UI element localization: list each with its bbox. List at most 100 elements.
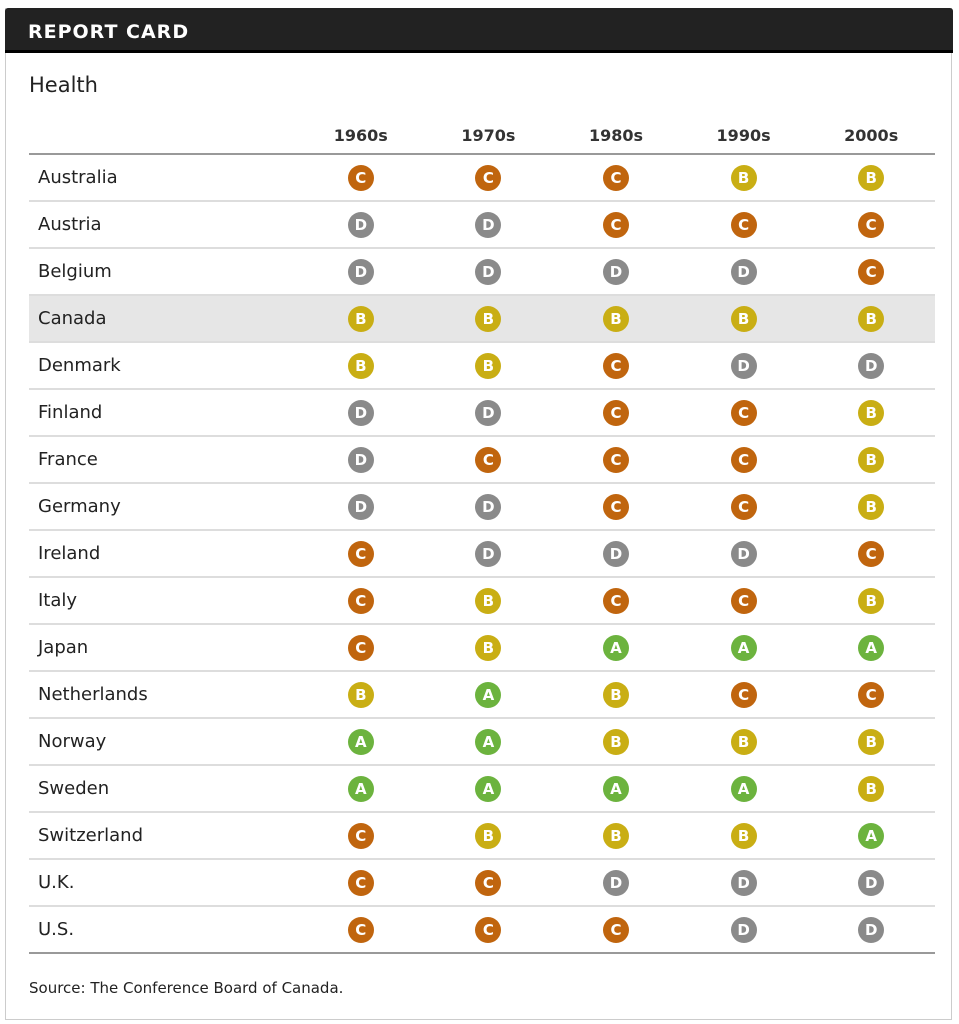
table-row: Ireland C D D D C bbox=[29, 530, 935, 578]
grade-cell: D bbox=[424, 483, 553, 531]
table-row: Netherlands B A B C C bbox=[29, 671, 935, 719]
grade-cell: D bbox=[297, 389, 425, 437]
country-column-header bbox=[29, 117, 297, 155]
grade-cell: C bbox=[807, 248, 935, 296]
grade-c-icon: C bbox=[347, 916, 374, 943]
table-row: Japan C B A A A bbox=[29, 624, 935, 672]
grade-cell: C bbox=[807, 671, 935, 719]
grade-cell: C bbox=[552, 483, 680, 531]
grade-cell: B bbox=[552, 671, 680, 719]
country-name: Canada bbox=[29, 295, 297, 343]
grade-c-icon: C bbox=[347, 164, 374, 191]
grade-cell: B bbox=[424, 812, 553, 860]
grade-c-icon: C bbox=[858, 258, 885, 285]
grade-cell: B bbox=[679, 295, 808, 343]
grade-cell: D bbox=[424, 248, 553, 296]
grade-d-icon: D bbox=[730, 352, 757, 379]
grade-c-icon: C bbox=[858, 681, 885, 708]
grade-b-icon: B bbox=[730, 822, 757, 849]
grade-cell: A bbox=[297, 765, 425, 813]
grade-cell: D bbox=[297, 436, 425, 484]
table-row: U.S. C C C D D bbox=[29, 906, 935, 954]
grade-d-icon: D bbox=[347, 493, 374, 520]
grade-cell: C bbox=[424, 859, 553, 907]
grade-d-icon: D bbox=[730, 916, 757, 943]
table-row: Sweden A A A A B bbox=[29, 765, 935, 813]
grade-c-icon: C bbox=[475, 916, 502, 943]
grade-d-icon: D bbox=[347, 258, 374, 285]
grade-b-icon: B bbox=[858, 728, 885, 755]
grades-table: 1960s 1970s 1980s 1990s 2000s Australia C… bbox=[29, 117, 935, 954]
grade-cell: D bbox=[552, 530, 680, 578]
grade-cell: B bbox=[679, 812, 808, 860]
grade-cell: D bbox=[552, 859, 680, 907]
grade-b-icon: B bbox=[347, 305, 374, 332]
grade-cell: A bbox=[807, 812, 935, 860]
source-note: Source: The Conference Board of Canada. bbox=[29, 979, 344, 997]
grade-cell: A bbox=[552, 765, 680, 813]
grade-b-icon: B bbox=[602, 681, 629, 708]
grade-a-icon: A bbox=[475, 728, 502, 755]
grade-a-icon: A bbox=[475, 775, 502, 802]
column-header: 1990s bbox=[679, 117, 808, 155]
grade-cell: D bbox=[297, 248, 425, 296]
grade-cell: B bbox=[424, 577, 553, 625]
grade-c-icon: C bbox=[858, 540, 885, 567]
grade-d-icon: D bbox=[602, 258, 629, 285]
grade-cell: D bbox=[552, 248, 680, 296]
table-row: Austria D D C C C bbox=[29, 201, 935, 249]
grade-cell: B bbox=[297, 342, 425, 390]
grade-cell: A bbox=[807, 624, 935, 672]
report-card-header: REPORT CARD bbox=[5, 8, 953, 53]
column-header: 1960s bbox=[297, 117, 425, 155]
grade-d-icon: D bbox=[347, 399, 374, 426]
grade-cell: D bbox=[679, 859, 808, 907]
column-header: 1980s bbox=[552, 117, 680, 155]
grade-c-icon: C bbox=[602, 352, 629, 379]
grade-c-icon: C bbox=[730, 587, 757, 614]
grade-cell: D bbox=[297, 201, 425, 249]
grade-b-icon: B bbox=[858, 446, 885, 473]
grade-c-icon: C bbox=[730, 446, 757, 473]
grade-cell: C bbox=[297, 154, 425, 202]
country-name: Belgium bbox=[29, 248, 297, 296]
grade-d-icon: D bbox=[347, 446, 374, 473]
grade-cell: C bbox=[297, 530, 425, 578]
grade-b-icon: B bbox=[730, 728, 757, 755]
grade-cell: C bbox=[552, 154, 680, 202]
grade-cell: D bbox=[807, 906, 935, 954]
grade-cell: C bbox=[807, 201, 935, 249]
grade-d-icon: D bbox=[858, 352, 885, 379]
grade-b-icon: B bbox=[858, 305, 885, 332]
country-name: Japan bbox=[29, 624, 297, 672]
grade-cell: A bbox=[424, 765, 553, 813]
grade-c-icon: C bbox=[858, 211, 885, 238]
grade-b-icon: B bbox=[730, 164, 757, 191]
grade-b-icon: B bbox=[858, 164, 885, 191]
grade-c-icon: C bbox=[602, 493, 629, 520]
grade-cell: D bbox=[679, 248, 808, 296]
country-name: Switzerland bbox=[29, 812, 297, 860]
table-row: Italy C B C C B bbox=[29, 577, 935, 625]
grade-d-icon: D bbox=[475, 258, 502, 285]
grade-cell: B bbox=[552, 718, 680, 766]
grade-d-icon: D bbox=[858, 869, 885, 896]
table-row: Denmark B B C D D bbox=[29, 342, 935, 390]
grade-cell: C bbox=[552, 577, 680, 625]
grade-cell: D bbox=[679, 342, 808, 390]
table-row: U.K. C C D D D bbox=[29, 859, 935, 907]
grade-c-icon: C bbox=[602, 164, 629, 191]
table-row: Norway A A B B B bbox=[29, 718, 935, 766]
grade-cell: C bbox=[552, 201, 680, 249]
grade-cell: D bbox=[297, 483, 425, 531]
grade-d-icon: D bbox=[475, 211, 502, 238]
grade-a-icon: A bbox=[602, 775, 629, 802]
grade-b-icon: B bbox=[858, 587, 885, 614]
grade-c-icon: C bbox=[475, 164, 502, 191]
country-name: Austria bbox=[29, 201, 297, 249]
table-row: Canada B B B B B bbox=[29, 295, 935, 343]
grade-b-icon: B bbox=[475, 352, 502, 379]
grade-b-icon: B bbox=[858, 775, 885, 802]
grade-c-icon: C bbox=[602, 916, 629, 943]
grade-d-icon: D bbox=[347, 211, 374, 238]
